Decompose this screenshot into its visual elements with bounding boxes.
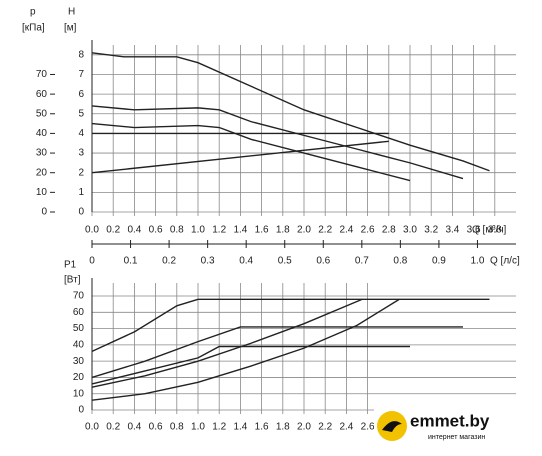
- logo-name: emmet.by: [410, 411, 490, 430]
- y2-tick-label: 0: [41, 207, 47, 218]
- y-tick-label: 20: [73, 372, 85, 383]
- y-tick-label: 30: [73, 356, 85, 367]
- x-tick-label: 0.2: [106, 225, 120, 236]
- y2-tick-label: 30: [36, 148, 48, 159]
- x2-tick-label: 0.2: [162, 256, 176, 267]
- y-tick-label: 60: [73, 307, 85, 318]
- curve: [91, 326, 463, 379]
- axis-label: H: [68, 7, 75, 18]
- x2-tick-label: 0.5: [278, 256, 292, 267]
- x-tick-label: 0.0: [85, 225, 99, 236]
- x-tick-label: 2.4: [339, 225, 353, 236]
- x2-tick-label: 0.1: [124, 256, 138, 267]
- x-tick-label: 2.4: [339, 422, 353, 433]
- y-tick-label: 3: [78, 148, 84, 159]
- axis-label: [м]: [64, 23, 77, 34]
- x-tick-label: 1.2: [212, 422, 226, 433]
- x-tick-label: 0.8: [170, 422, 184, 433]
- y-tick-label: 4: [78, 128, 84, 139]
- x2-tick-label: 1.0: [471, 256, 485, 267]
- axis-label: [кПа]: [22, 23, 45, 34]
- x-tick-label: 3.8: [488, 225, 502, 236]
- curve: [91, 105, 464, 180]
- curve: [91, 140, 389, 174]
- x2-tick-label: 0: [89, 256, 95, 267]
- x2-tick-label: 0.7: [355, 256, 369, 267]
- y2-tick-label: 10: [36, 187, 48, 198]
- y2-tick-label: 20: [36, 167, 48, 178]
- logo-tagline: интернет магазин: [428, 434, 485, 441]
- y-tick-label: 0: [78, 405, 84, 416]
- x-tick-label: 3.4: [445, 225, 459, 236]
- x-tick-label: 1.8: [276, 225, 290, 236]
- axis-label: p: [30, 7, 36, 18]
- curve: [91, 122, 411, 182]
- x-tick-label: 0.6: [149, 422, 163, 433]
- x-tick-label: 1.8: [276, 422, 290, 433]
- curve: [91, 345, 410, 385]
- curve: [91, 52, 490, 172]
- y-tick-label: 5: [78, 108, 84, 119]
- watermark: emmet.by интернет магазин: [374, 406, 542, 446]
- x-tick-label: 2.0: [297, 422, 311, 433]
- x-tick-label: 0.8: [170, 225, 184, 236]
- x-tick-label: 2.2: [318, 422, 332, 433]
- y-tick-label: 1: [78, 187, 84, 198]
- curve: [91, 298, 490, 353]
- x2-axis-label: Q [л/с]: [490, 256, 520, 267]
- y-tick-label: 70: [73, 291, 85, 302]
- y2-tick-label: 60: [36, 89, 48, 100]
- x-axis-label: Q [м³/ч]: [472, 225, 507, 236]
- y-tick-label: 6: [78, 89, 84, 100]
- curve: [91, 298, 400, 401]
- x2-tick-label: 0.6: [316, 256, 330, 267]
- x2-tick-label: 0.4: [239, 256, 253, 267]
- x-tick-label: 2.0: [297, 225, 311, 236]
- y2-tick-label: 50: [36, 108, 48, 119]
- x-tick-label: 1.0: [191, 422, 205, 433]
- x-tick-label: 1.4: [233, 225, 247, 236]
- x-tick-label: 1.4: [233, 422, 247, 433]
- x-tick-label: 0.0: [85, 422, 99, 433]
- y-tick-label: 8: [78, 49, 84, 60]
- x-tick-label: 0.6: [149, 225, 163, 236]
- y-tick-label: 2: [78, 167, 84, 178]
- x-tick-label: 2.2: [318, 225, 332, 236]
- x-tick-label: 3.2: [424, 225, 438, 236]
- x-tick-label: 1.2: [212, 225, 226, 236]
- x-tick-label: 3.6: [467, 225, 481, 236]
- axis-label: P1: [64, 260, 77, 271]
- x-tick-label: 1.0: [191, 225, 205, 236]
- x2-tick-label: 0.9: [432, 256, 446, 267]
- y-tick-label: 7: [78, 69, 84, 80]
- x-tick-label: 2.8: [382, 225, 396, 236]
- x2-tick-label: 0.3: [201, 256, 215, 267]
- x-tick-label: 1.6: [255, 422, 269, 433]
- x-tick-label: 2.6: [361, 422, 375, 433]
- axis-label: [Вт]: [64, 275, 81, 286]
- x-tick-label: 0.4: [127, 422, 141, 433]
- curve: [91, 298, 363, 388]
- x-tick-label: 0.2: [106, 422, 120, 433]
- y2-tick-label: 70: [36, 69, 48, 80]
- x-tick-label: 0.4: [127, 225, 141, 236]
- y-tick-label: 50: [73, 323, 85, 334]
- y2-tick-label: 40: [36, 128, 48, 139]
- y-tick-label: 0: [78, 207, 84, 218]
- y-tick-label: 10: [73, 388, 85, 399]
- x-tick-label: 3.0: [403, 225, 417, 236]
- x-tick-label: 2.6: [361, 225, 375, 236]
- x2-tick-label: 0.8: [393, 256, 407, 267]
- logo-icon-shape: [382, 421, 402, 432]
- y-tick-label: 40: [73, 340, 85, 351]
- x-tick-label: 1.6: [255, 225, 269, 236]
